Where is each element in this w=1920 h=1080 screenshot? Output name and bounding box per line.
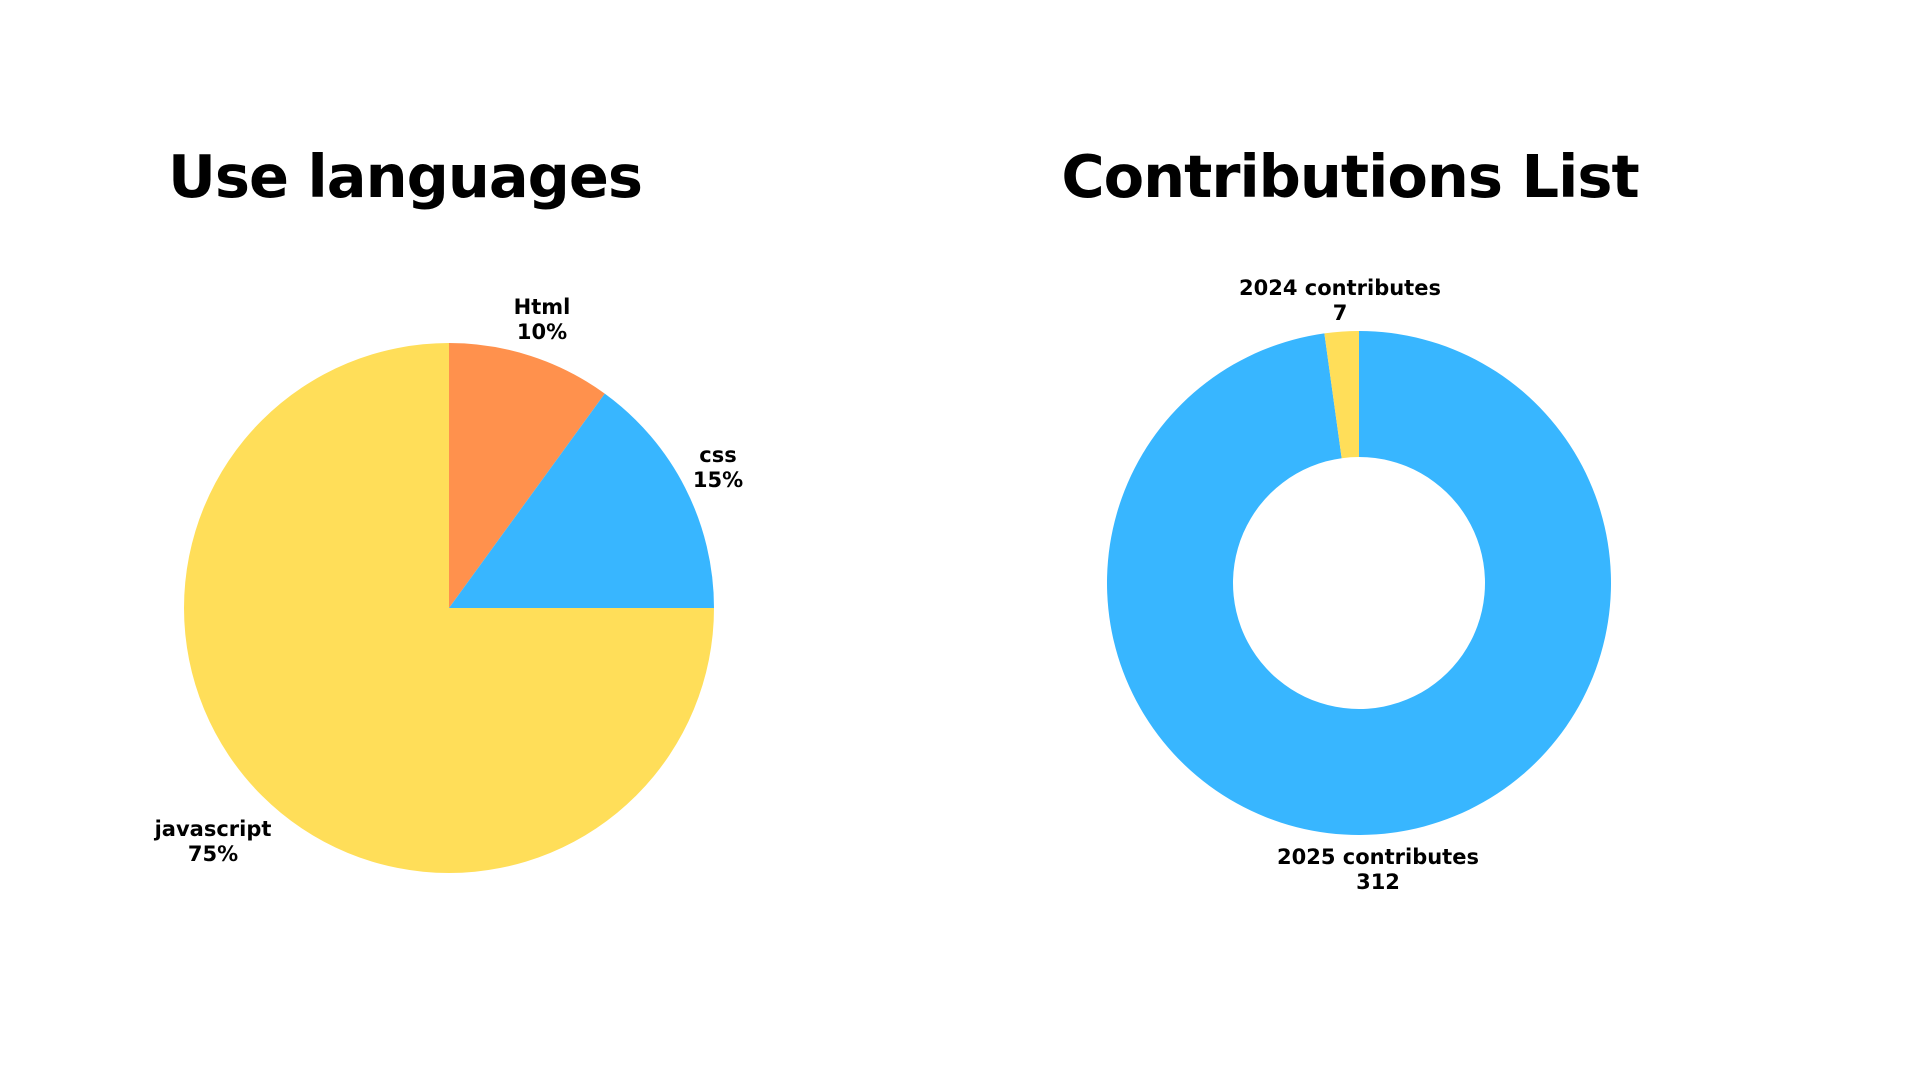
- slice-label-name: Html: [514, 295, 571, 319]
- contributions-title: Contributions List: [1061, 142, 1639, 211]
- slice-label-value: 15%: [693, 468, 743, 492]
- slice-label-name: javascript: [154, 817, 272, 841]
- contributions-donut-chart: 2025 contributes 312 2024 contributes 7: [1107, 276, 1611, 894]
- slice-2025-contributes: [1107, 331, 1611, 836]
- slice-label-value: 75%: [188, 842, 238, 866]
- languages-pie-chart: Html 10% css 15% javascript 75%: [154, 295, 743, 873]
- data-label-2024-contributes: 2024 contributes 7: [1239, 276, 1441, 325]
- slice-label-name: 2024 contributes: [1239, 276, 1441, 300]
- data-label-2025-contributes: 2025 contributes 312: [1277, 845, 1479, 894]
- slice-label-value: 10%: [517, 320, 567, 344]
- slice-javascript: [184, 343, 714, 873]
- slice-html: [449, 343, 605, 608]
- slice-label-name: css: [699, 443, 736, 467]
- slice-label-name: 2025 contributes: [1277, 845, 1479, 869]
- data-label-css: css 15%: [693, 443, 743, 492]
- languages-panel: Use languages Html 10% css 15% javascript 75%: [154, 142, 743, 873]
- slice-css: [449, 393, 714, 608]
- languages-title: Use languages: [167, 142, 643, 211]
- slice-label-value: 7: [1333, 301, 1348, 325]
- slice-2024-contributes: [1324, 331, 1359, 459]
- data-label-html: Html 10%: [514, 295, 571, 344]
- slice-label-value: 312: [1356, 870, 1400, 894]
- contributions-panel: Contributions List 2025 contributes 312 20…: [960, 0, 1920, 1080]
- data-label-javascript: javascript 75%: [154, 817, 272, 866]
